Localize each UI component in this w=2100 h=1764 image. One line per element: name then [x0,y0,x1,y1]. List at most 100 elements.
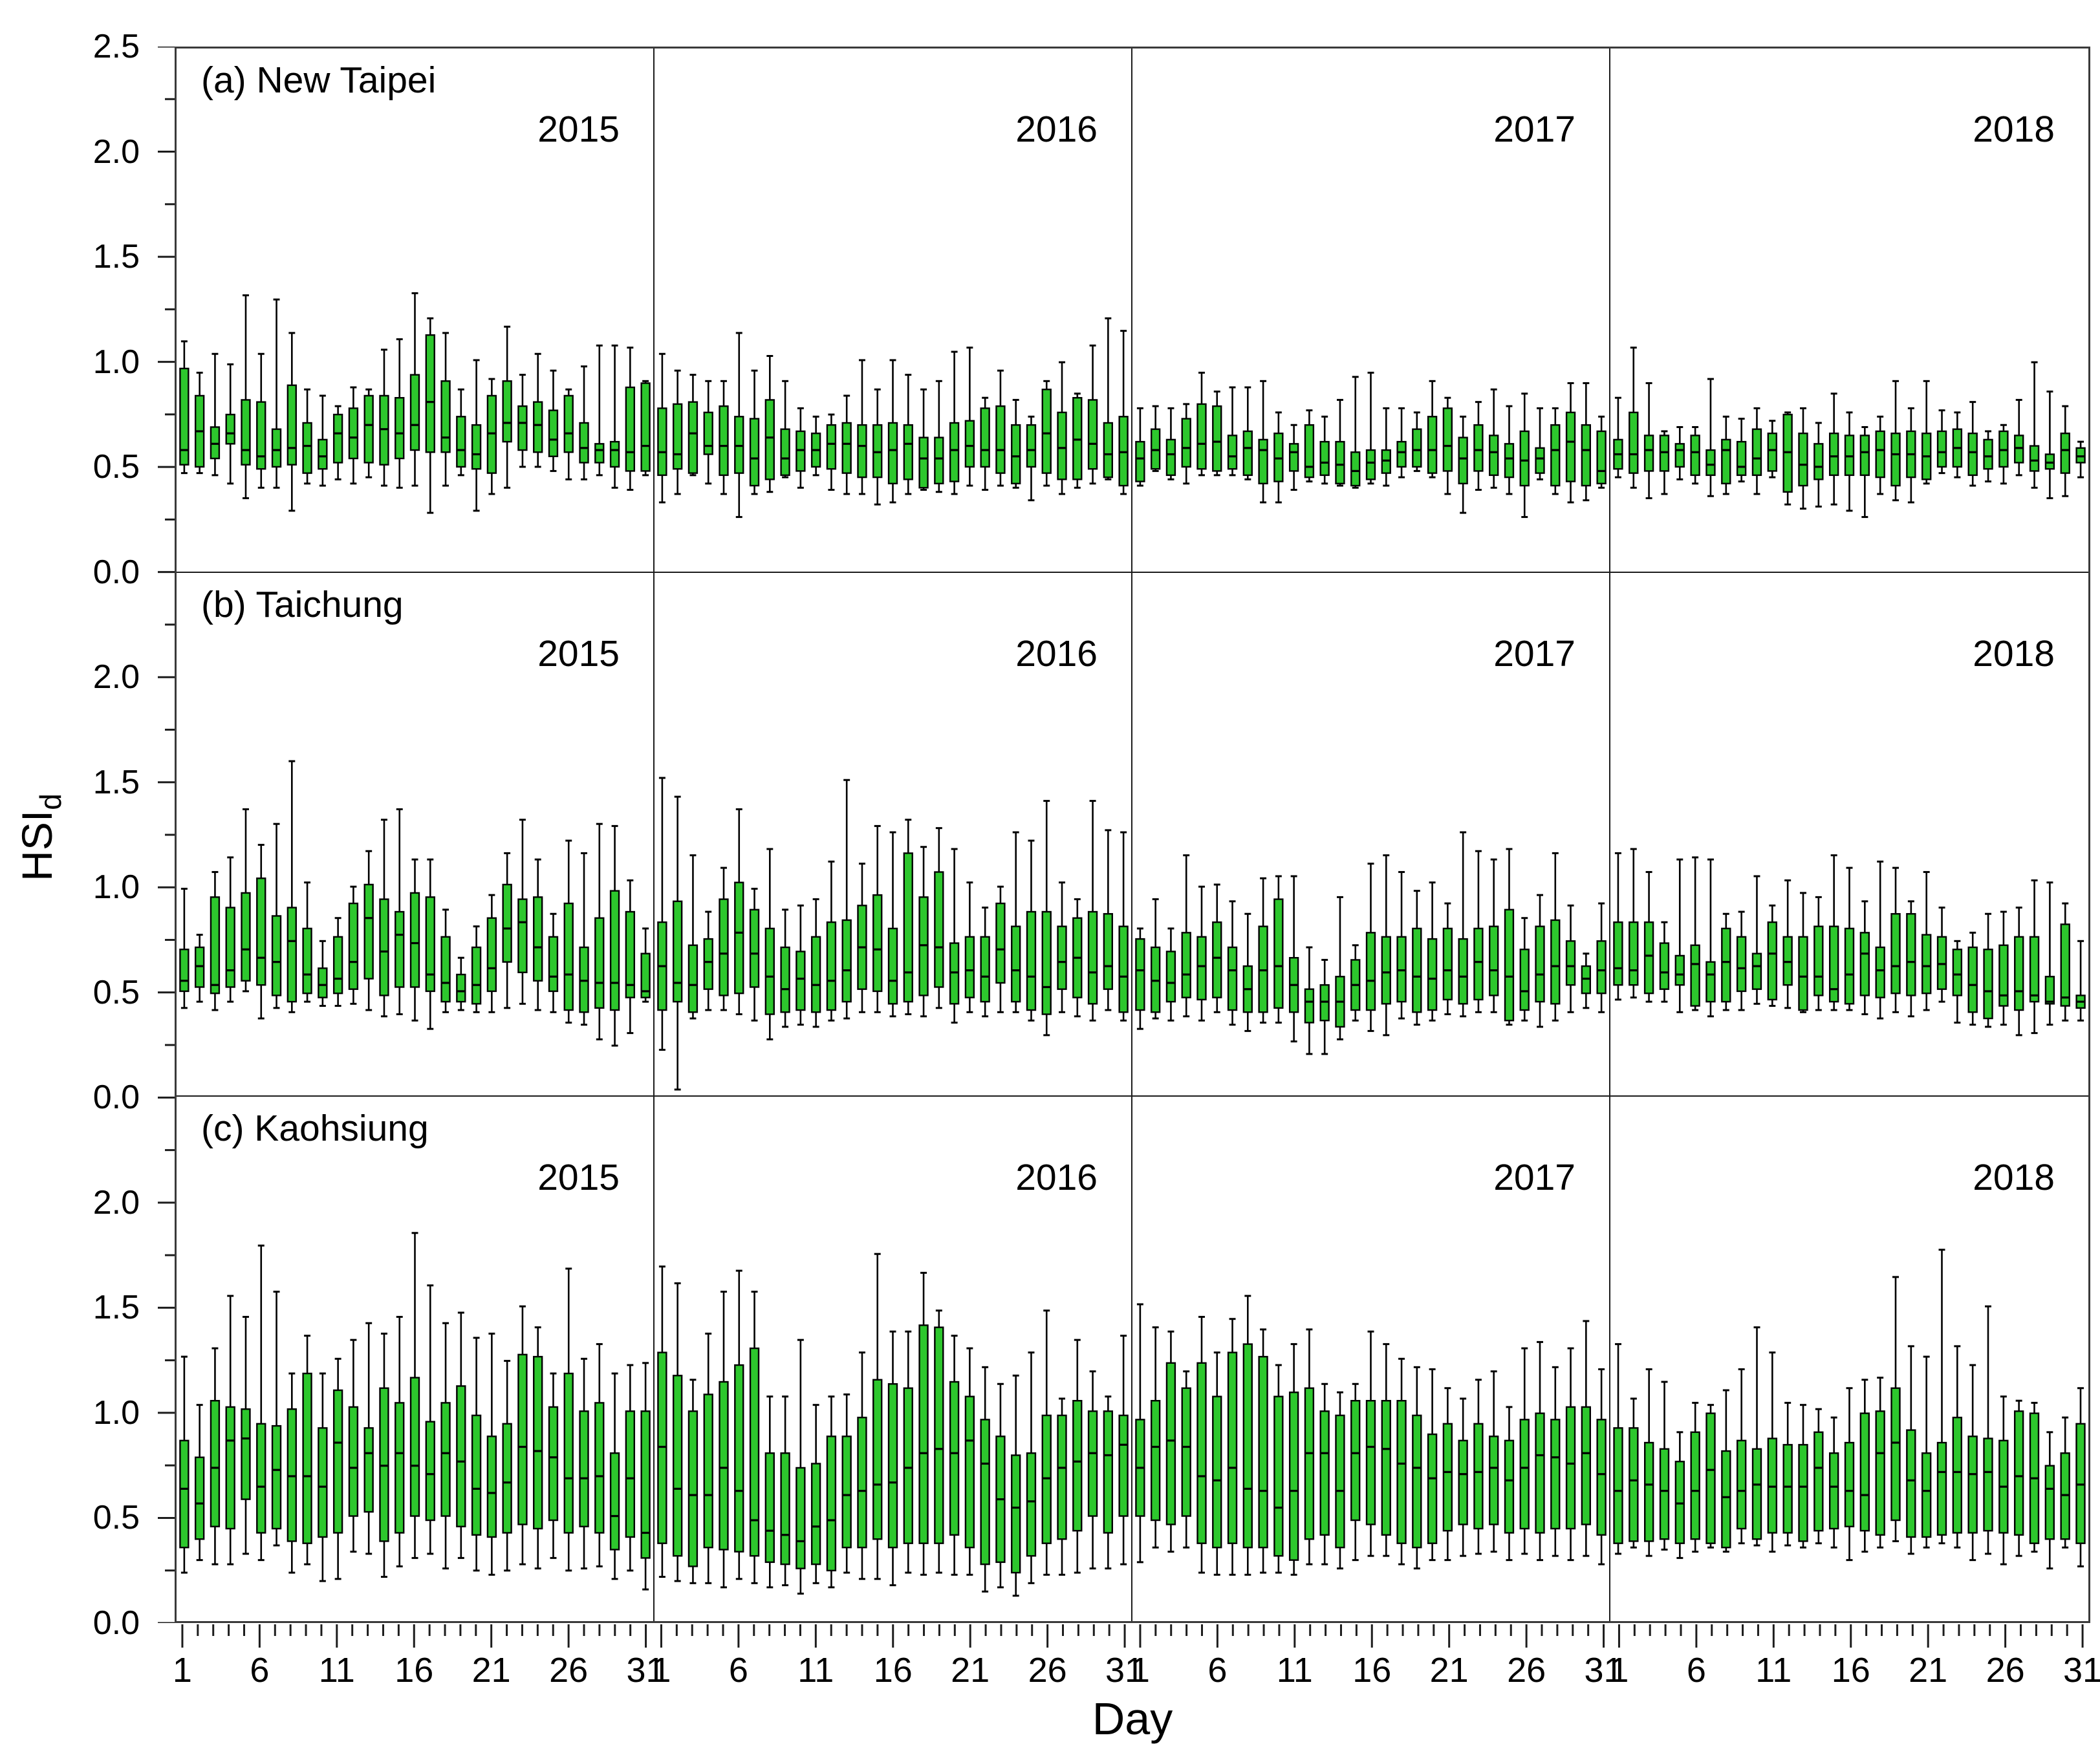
box-iqr [1613,1427,1623,1545]
x-tick-label: 26 [549,1651,589,1690]
boxplot-day-25 [1504,405,1515,495]
box-iqr [594,917,605,1009]
boxplot-day-5 [1674,425,1685,480]
box-iqr [1196,403,1207,470]
box-iqr [1181,1387,1191,1518]
box-iqr [1550,1419,1561,1530]
boxplot-day-20 [949,848,960,1024]
box-iqr [1859,435,1870,477]
boxplot-day-21 [964,1347,975,1576]
boxplot-day-22 [1936,409,1947,475]
boxplot-day-23 [517,1306,528,1565]
panel-row-label-c: (c) Kaohsiung [201,1108,429,1150]
boxplot-day-8 [287,760,297,1013]
box-iqr [1489,435,1499,477]
box-iqr [903,1387,913,1545]
boxplot-day-31 [1596,902,1607,1013]
boxplot-day-20 [471,1337,482,1572]
x-tick-label: 1 [172,1651,192,1690]
box-iqr [1365,1400,1376,1526]
boxplot-day-8 [287,332,297,512]
box-iqr [1767,921,1777,1000]
boxplot-day-19 [1890,380,1901,502]
box-iqr [1798,936,1808,1011]
y-tick-label: 2.0 [92,133,140,171]
box-iqr [1751,428,1762,477]
box-iqr [1103,1410,1114,1534]
box-iqr [1227,1351,1238,1545]
boxplot-canvas-kaohsiung-2018 [1613,1249,2086,1570]
boxplot-day-24 [1011,1375,1021,1597]
boxplot-day-10 [796,407,806,489]
box-iqr [1890,912,1901,995]
boxplot-day-16 [409,292,420,487]
boxplot-day-23 [1952,411,1963,479]
box-iqr [1565,411,1576,482]
box-iqr [1813,1431,1824,1532]
boxplot-day-29 [609,344,620,489]
box-iqr [1828,432,1839,477]
box-iqr [1613,921,1623,986]
box-iqr [1196,1362,1207,1545]
boxplot-day-1 [1613,1343,1623,1555]
boxplot-day-29 [1565,382,1576,504]
boxplot-day-13 [1798,407,1808,510]
boxplot-day-17 [425,1284,435,1555]
box-iqr [1118,925,1129,1013]
boxplot-day-19 [934,1309,944,1574]
boxplot-day-4 [703,380,713,485]
boxplot-day-24 [533,352,543,468]
boxplot-day-15 [1350,376,1361,489]
boxplot-day-13 [1798,1404,1808,1549]
boxplot-day-24 [1967,931,1978,1026]
box-iqr [1181,931,1191,998]
boxplot-day-16 [1844,866,1855,1011]
boxplot-day-24 [1967,401,1978,487]
box-iqr [796,1467,806,1570]
boxplot-day-2 [194,933,205,1003]
box-iqr [1643,921,1654,995]
box-iqr [1535,447,1545,474]
box-iqr [1011,424,1021,484]
box-iqr [1381,1400,1391,1536]
boxplot-day-28 [594,823,605,1040]
boxplot-day-17 [425,317,435,514]
box-iqr [1319,440,1330,477]
box-iqr [657,407,667,477]
box-iqr [1273,432,1284,482]
box-iqr [796,950,806,1011]
box-iqr [796,430,806,472]
boxplot-day-15 [1350,943,1361,1022]
boxplot-day-1 [179,887,189,1009]
box-iqr [302,1373,312,1545]
boxplot-day-1 [657,777,667,1051]
box-iqr [1365,449,1376,480]
boxplot-day-9 [1258,1328,1268,1574]
boxplot-day-15 [872,1253,883,1580]
box-iqr [764,927,775,1015]
box-iqr [1458,938,1468,1005]
boxplot-day-22 [980,1366,990,1593]
box-iqr [1396,440,1407,468]
boxplot-day-25 [1504,848,1515,1026]
box-iqr [1304,424,1315,479]
panel-kaohsiung-2015: (c) Kaohsiung 2015 [177,1097,655,1621]
boxplot-day-19 [934,380,944,493]
boxplot-day-13 [1319,1383,1330,1565]
boxplot-day-24 [1967,1364,1978,1562]
box-iqr [456,416,466,468]
boxplot-day-10 [1273,411,1284,504]
boxplot-day-4 [703,910,713,1011]
box-iqr [1952,948,1963,996]
box-iqr [1983,1437,1993,1532]
box-iqr [1427,416,1438,474]
boxplot-day-18 [1875,1377,1885,1549]
boxplot-day-27 [1057,361,1067,495]
boxplot-day-23 [995,1383,1006,1589]
boxplot-day-30 [1103,1395,1114,1570]
boxplot-day-22 [1936,906,1947,1003]
box-iqr [302,422,312,474]
box-iqr [887,1383,898,1549]
boxplot-day-30 [1581,1320,1592,1557]
panel-newtaipei-2015: (a) New Taipei 2015 [177,48,655,573]
